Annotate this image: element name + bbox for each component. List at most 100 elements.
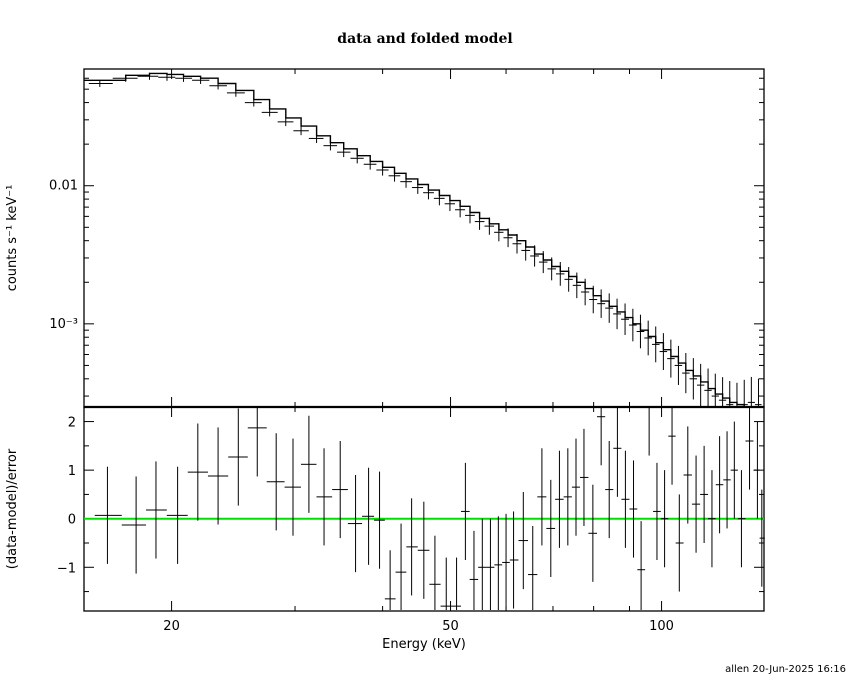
data-point	[484, 217, 495, 235]
data-point	[465, 207, 475, 224]
residual-point	[300, 415, 317, 513]
data-point	[530, 245, 539, 267]
data-point	[293, 126, 309, 136]
data-point	[754, 378, 762, 407]
residual-point	[451, 557, 461, 610]
data-point	[564, 266, 573, 292]
residual-point	[637, 521, 646, 610]
y-tick-label: −1	[57, 561, 76, 576]
residual-point	[653, 462, 661, 560]
data-point	[538, 251, 548, 274]
y-tick-label: 0	[68, 513, 76, 528]
top-axis-ticks	[84, 68, 764, 407]
data-point	[711, 373, 719, 407]
residual-point	[753, 421, 760, 519]
residual-point	[528, 526, 538, 610]
data-point	[308, 133, 324, 143]
residual-point	[691, 455, 701, 553]
y-tick-label: 1	[68, 464, 76, 479]
y-tick-label: 2	[68, 416, 76, 431]
data-point	[226, 89, 245, 97]
tick-labels: 10⁻³ 0.01 −1 0 1 2 20 50 100	[49, 179, 674, 634]
residual-point	[700, 445, 709, 543]
residual-data-points	[94, 408, 765, 610]
data-point	[323, 140, 338, 151]
residual-point	[546, 479, 556, 577]
data-point	[628, 308, 637, 342]
data-point	[682, 352, 690, 394]
residual-point	[660, 470, 669, 568]
residual-point	[605, 441, 614, 539]
residual-point	[579, 428, 589, 526]
data-point	[651, 326, 660, 363]
chart-title: data and folded model	[337, 31, 512, 47]
data-point	[747, 376, 755, 407]
residual-point	[384, 550, 396, 610]
data-point	[261, 108, 278, 117]
data-point	[547, 257, 556, 281]
data-point	[704, 368, 712, 407]
residual-point	[509, 511, 519, 609]
data-point	[674, 345, 683, 385]
data-point	[400, 175, 412, 188]
data-point	[388, 169, 401, 182]
y-tick-label: 10⁻³	[49, 317, 78, 332]
residual-point	[284, 438, 301, 536]
data-point	[597, 289, 606, 318]
data-point	[605, 293, 614, 323]
residual-point	[502, 513, 510, 610]
bottom-y-axis-label: (data-model)/error	[5, 448, 20, 569]
data-point	[659, 333, 668, 370]
residual-point	[247, 408, 267, 477]
residual-point	[121, 476, 147, 574]
top-y-axis-label: counts s⁻¹ keV⁻¹	[5, 185, 20, 292]
residual-point	[675, 494, 684, 592]
residual-point	[395, 523, 407, 610]
data-point	[696, 363, 705, 407]
data-point	[209, 81, 227, 90]
data-point	[363, 158, 377, 170]
residual-point	[478, 518, 487, 610]
residual-point	[683, 426, 692, 524]
data-point	[733, 382, 741, 408]
residual-point	[708, 470, 716, 568]
residual-point	[146, 461, 167, 559]
data-point	[644, 320, 652, 356]
residual-point	[460, 462, 470, 560]
data-point	[689, 358, 697, 400]
residual-point	[494, 516, 503, 610]
residual-point	[537, 448, 547, 546]
residual-point	[374, 471, 385, 569]
residual-point	[440, 557, 452, 610]
data-point	[423, 186, 434, 200]
top-panel-frame	[83, 68, 765, 408]
residual-point	[613, 408, 622, 497]
data-point	[589, 285, 598, 314]
x-tick-label: 100	[649, 619, 674, 634]
residual-point	[347, 475, 363, 573]
x-tick-label: 50	[442, 619, 459, 634]
data-point	[512, 233, 522, 254]
data-point	[411, 181, 424, 194]
residual-point	[94, 466, 122, 564]
x-tick-label: 20	[163, 619, 180, 634]
residual-point	[228, 408, 248, 506]
data-point	[112, 74, 138, 82]
residual-point	[571, 438, 580, 536]
data-point	[175, 74, 193, 82]
residual-point	[563, 448, 572, 546]
data-point	[555, 261, 565, 286]
residual-point	[187, 423, 208, 521]
y-tick-label: 0.01	[49, 179, 78, 194]
data-point	[718, 377, 727, 407]
residual-point	[518, 492, 529, 590]
data-point	[621, 303, 629, 335]
data-point	[740, 379, 748, 407]
data-point	[613, 298, 622, 330]
timestamp-stamp: allen 20-Jun-2025 16:16	[725, 664, 846, 675]
spectrum-data-points	[88, 72, 762, 408]
model-step-line	[84, 72, 764, 408]
data-point	[337, 147, 351, 158]
residual-point	[759, 489, 765, 587]
